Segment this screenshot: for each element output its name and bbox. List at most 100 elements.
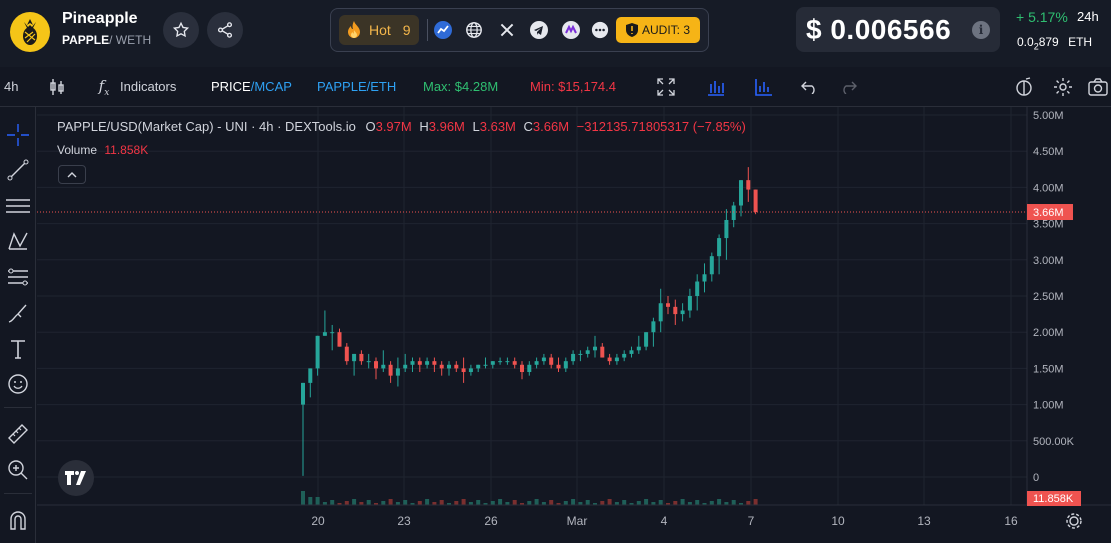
candle-type-icon[interactable] bbox=[47, 77, 67, 97]
volume-bar bbox=[644, 499, 649, 505]
candle-body bbox=[702, 274, 707, 282]
change-value: −312135.71805317 (−7.85%) bbox=[576, 119, 746, 134]
fx-icon[interactable]: fx bbox=[98, 76, 110, 98]
candle-body bbox=[417, 361, 422, 365]
price-toggle-label: PRICE bbox=[211, 79, 251, 94]
horizontal-lines-icon[interactable] bbox=[5, 193, 31, 219]
settings-icon[interactable] bbox=[1053, 77, 1073, 97]
bars-chart-icon[interactable] bbox=[754, 77, 774, 97]
hot-label: Hot bbox=[369, 22, 391, 38]
candle-body bbox=[666, 303, 670, 307]
candle-body bbox=[337, 332, 342, 347]
eth-price-zeros: 2 bbox=[1033, 41, 1039, 52]
max-value: Max: $4.28M bbox=[423, 79, 499, 94]
candle-body bbox=[724, 219, 729, 239]
audit-button[interactable]: AUDIT: 3 bbox=[616, 17, 700, 43]
ohlc-legend: PAPPLE/USD(Market Cap) - UNI · 4h · DEXT… bbox=[57, 119, 746, 134]
candle-body bbox=[315, 335, 320, 369]
axis-settings-icon[interactable] bbox=[1066, 513, 1082, 529]
telegram-icon[interactable] bbox=[529, 20, 549, 40]
token-price: $ 0.006566 bbox=[806, 14, 952, 45]
market-cap-chart[interactable]: 5.00M 4.50M 4.00M 3.50M 3.00M 2.50M 2.00M 1.50M… bbox=[37, 107, 1111, 543]
volume-bar bbox=[432, 502, 437, 505]
hot-rank: 9 bbox=[402, 22, 411, 38]
quote-token: / WETH bbox=[109, 33, 152, 47]
pineapple-icon bbox=[10, 12, 50, 52]
volume-bar bbox=[388, 499, 393, 505]
candle-body bbox=[374, 361, 378, 369]
collapse-legend-button[interactable] bbox=[58, 165, 86, 184]
eth-unit: ETH bbox=[1068, 35, 1093, 49]
more-icon[interactable] bbox=[590, 20, 610, 40]
crosshair-icon[interactable] bbox=[5, 122, 31, 148]
volume-legend: Volume 11.858K bbox=[57, 143, 148, 157]
volume-bar bbox=[600, 501, 605, 505]
volume-bar bbox=[658, 500, 663, 505]
volume-bar bbox=[439, 500, 444, 505]
hot-rank-button[interactable]: Hot 9 bbox=[339, 15, 419, 45]
pair-toggle[interactable]: PAPPLE/ETH bbox=[317, 79, 397, 94]
theme-icon[interactable] bbox=[1014, 77, 1034, 97]
x-tick-label: 20 bbox=[311, 514, 325, 528]
volume-bar bbox=[381, 501, 386, 505]
info-icon[interactable]: i bbox=[972, 21, 990, 39]
candle-body bbox=[614, 357, 619, 362]
close-label: C bbox=[523, 119, 533, 134]
volume-bar bbox=[739, 503, 743, 505]
high-label: H bbox=[419, 119, 429, 134]
ruler-icon[interactable] bbox=[5, 421, 31, 447]
y-tick-label: 500.00K bbox=[1033, 436, 1075, 448]
magnet-icon[interactable] bbox=[5, 507, 31, 533]
volume-bar bbox=[315, 497, 320, 505]
price-mcap-toggle[interactable]: PRICE/MCAP bbox=[211, 79, 292, 94]
candle-body bbox=[388, 364, 393, 376]
trend-line-icon[interactable] bbox=[5, 157, 31, 183]
redo-icon[interactable] bbox=[838, 77, 858, 97]
dextscore-icon[interactable] bbox=[433, 20, 453, 40]
change-period: 24h bbox=[1077, 9, 1099, 24]
volume-bar bbox=[403, 500, 408, 505]
camera-icon[interactable] bbox=[1088, 77, 1108, 97]
volume-bar bbox=[534, 499, 539, 505]
fullscreen-icon[interactable] bbox=[656, 77, 676, 97]
candle-body bbox=[622, 353, 627, 358]
zoom-icon[interactable] bbox=[5, 457, 31, 483]
volume-bar bbox=[607, 499, 612, 505]
fib-icon[interactable] bbox=[5, 264, 31, 290]
partner-icon[interactable] bbox=[561, 20, 581, 40]
volume-chart-icon[interactable] bbox=[706, 77, 726, 97]
x-icon[interactable] bbox=[497, 20, 517, 40]
chart-toolbar: 4h fx Indicators PRICE/MCAP PAPPLE/ETH M… bbox=[0, 67, 1111, 107]
open-value: 3.97M bbox=[375, 119, 412, 134]
volume-bar bbox=[673, 501, 678, 505]
interval-button[interactable]: 4h bbox=[4, 79, 19, 94]
volume-bar bbox=[490, 501, 495, 505]
y-tick-label: 5.00M bbox=[1033, 110, 1064, 122]
indicators-button[interactable]: Indicators bbox=[120, 79, 177, 94]
volume-tag bbox=[1027, 491, 1081, 506]
candle-body bbox=[468, 368, 473, 373]
share-icon bbox=[217, 22, 233, 38]
candle-body bbox=[527, 364, 532, 373]
text-icon[interactable] bbox=[5, 336, 31, 362]
globe-icon[interactable] bbox=[464, 20, 484, 40]
shield-icon bbox=[625, 23, 638, 37]
candle-body bbox=[739, 180, 743, 206]
candle-body bbox=[512, 361, 517, 365]
share-button[interactable] bbox=[207, 12, 243, 48]
favorite-button[interactable] bbox=[163, 12, 199, 48]
tradingview-logo[interactable] bbox=[58, 460, 94, 496]
volume-bar bbox=[330, 500, 335, 505]
volume-bar bbox=[337, 503, 342, 505]
volume-bar bbox=[695, 500, 700, 505]
volume-bar bbox=[687, 502, 692, 505]
candle-body bbox=[629, 350, 634, 354]
emoji-icon[interactable] bbox=[5, 371, 31, 397]
x-tick-label: 16 bbox=[1004, 514, 1018, 528]
candle-body bbox=[461, 368, 466, 373]
price-change: + 5.17% bbox=[1016, 9, 1068, 25]
brush-icon[interactable] bbox=[5, 300, 31, 326]
pattern-icon[interactable] bbox=[5, 228, 31, 254]
volume-bar bbox=[454, 501, 459, 505]
undo-icon[interactable] bbox=[800, 77, 820, 97]
